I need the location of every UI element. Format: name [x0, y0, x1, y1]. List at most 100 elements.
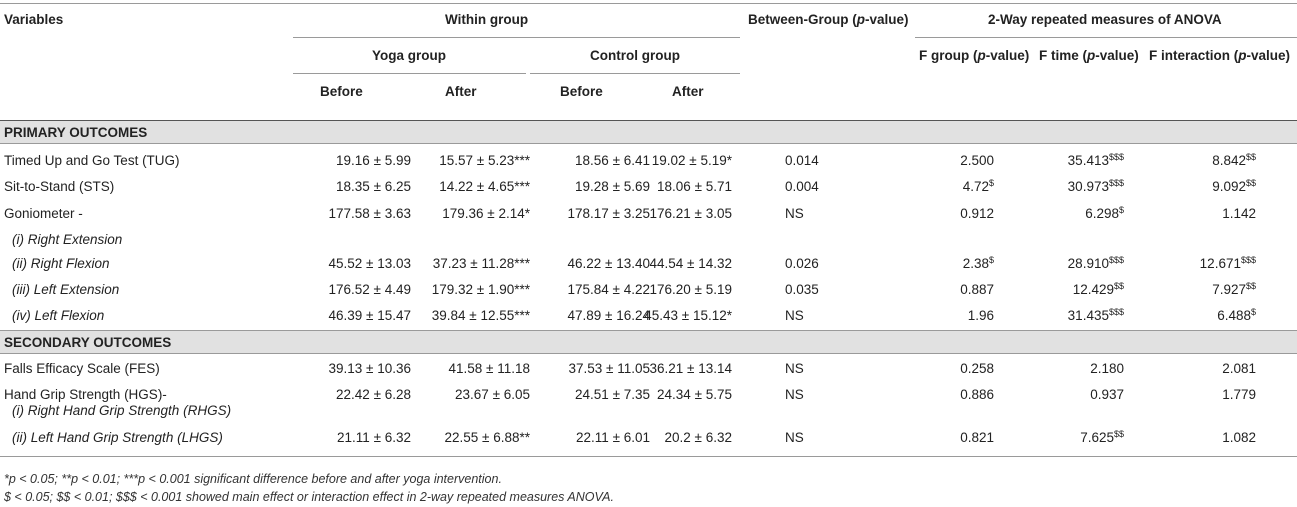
header-yoga-group: Yoga group: [372, 48, 446, 63]
cell-value: 179.32 ± 1.90***: [431, 282, 530, 297]
cell-value: 35.413: [1067, 153, 1109, 168]
cell-value: 178.17 ± 3.25: [567, 206, 650, 221]
cell-value: 37.23 ± 11.28***: [432, 256, 530, 271]
cell-cb: 46.22 ± 13.40: [530, 256, 650, 271]
cell-ya: 179.36 ± 2.14*: [410, 206, 530, 221]
cell-value: 1.779: [1222, 387, 1256, 402]
cell-value: 46.39 ± 15.47: [328, 308, 411, 323]
secondary-band-top-rule: [0, 330, 1297, 331]
cell-bg: NS: [785, 308, 845, 323]
cell-value: 14.22 ± 4.65***: [439, 179, 530, 194]
header-f-time: F time (p-value): [1039, 48, 1139, 63]
significance-marker: $$$: [1108, 152, 1124, 162]
cell-ca: 45.43 ± 15.12*: [620, 308, 732, 323]
cell-ca: 176.20 ± 5.19: [620, 282, 732, 297]
cell-value: 0.821: [960, 430, 994, 445]
row-label: (iv) Left Flexion: [12, 308, 105, 323]
significance-marker: $$: [1245, 178, 1256, 188]
cell-value: 30.973: [1067, 179, 1109, 194]
cell-value: 36.21 ± 13.14: [649, 361, 732, 376]
cell-value: 7.927: [1212, 282, 1246, 297]
cell-bg: 0.004: [785, 179, 845, 194]
table-bottom-rule: [0, 456, 1297, 457]
row-sublabel: (i) Right Hand Grip Strength (RHGS): [12, 403, 232, 418]
cell-value: 2.500: [960, 153, 994, 168]
cell-value: 37.53 ± 11.05: [568, 361, 650, 376]
cell-value: NS: [785, 430, 804, 445]
within-group-rule: [293, 37, 740, 38]
cell-ya: 37.23 ± 11.28***: [410, 256, 530, 271]
header-f-group: F group (p-value): [919, 48, 1030, 63]
significance-marker: $: [988, 178, 994, 188]
cell-bg: NS: [785, 206, 845, 221]
cell-value: 0.026: [785, 256, 819, 271]
cell-fi: 1.142: [1150, 206, 1256, 221]
cell-cb: 47.89 ± 16.24: [530, 308, 650, 323]
cell-value: 176.20 ± 5.19: [649, 282, 732, 297]
cell-fg: 0.886: [930, 387, 994, 402]
cell-yb: 177.58 ± 3.63: [293, 206, 411, 221]
cell-value: 41.58 ± 11.18: [448, 361, 530, 376]
cell-value: 179.36 ± 2.14*: [442, 206, 530, 221]
cell-cb: 24.51 ± 7.35: [530, 387, 650, 402]
cell-value: 176.52 ± 4.49: [328, 282, 411, 297]
cell-fg: 0.912: [930, 206, 994, 221]
cell-value: 4.72: [962, 179, 989, 194]
cell-cb: 178.17 ± 3.25: [530, 206, 650, 221]
header-between-group: Between-Group (p-value): [748, 12, 909, 27]
row-label: (ii) Left Hand Grip Strength (LHGS): [12, 430, 223, 445]
cell-yb: 22.42 ± 6.28: [293, 387, 411, 402]
cell-value: 47.89 ± 16.24: [567, 308, 650, 323]
cell-value: 175.84 ± 4.22: [567, 282, 650, 297]
cell-ft: 28.910$$$: [1030, 256, 1124, 272]
cell-ya: 14.22 ± 4.65***: [410, 179, 530, 194]
significance-marker: $$$: [1108, 178, 1124, 188]
cell-ft: 7.625$$: [1030, 429, 1124, 446]
cell-bg: NS: [785, 387, 845, 402]
cell-value: 20.2 ± 6.32: [664, 430, 732, 445]
secondary-band-rule: [0, 353, 1297, 354]
cell-ya: 179.32 ± 1.90***: [410, 282, 530, 297]
cell-yb: 19.16 ± 5.99: [293, 153, 411, 168]
significance-marker: $$: [1245, 152, 1256, 162]
header-control-after: After: [672, 84, 704, 99]
cell-fg: 0.821: [930, 430, 994, 445]
cell-ft: 12.429$$: [1030, 282, 1124, 298]
cell-cb: 19.28 ± 5.69: [530, 179, 650, 194]
cell-value: 22.55 ± 6.88**: [444, 430, 530, 445]
cell-value: 24.51 ± 7.35: [575, 387, 650, 402]
cell-bg: NS: [785, 361, 845, 376]
significance-marker: $: [988, 255, 994, 265]
cell-value: NS: [785, 308, 804, 323]
row-label: (i) Right Extension: [12, 232, 123, 247]
cell-fg: 1.96: [930, 308, 994, 323]
significance-marker: $: [1118, 205, 1124, 215]
cell-value: 39.13 ± 10.36: [328, 361, 411, 376]
cell-value: 18.06 ± 5.71: [657, 179, 732, 194]
row-label: Falls Efficacy Scale (FES): [4, 361, 160, 376]
cell-value: 46.22 ± 13.40: [567, 256, 650, 271]
cell-value: 45.52 ± 13.03: [328, 256, 411, 271]
anova-rule: [915, 37, 1297, 38]
cell-ca: 18.06 ± 5.71: [620, 179, 732, 194]
cell-value: 12.671: [1199, 256, 1241, 271]
cell-ca: 44.54 ± 14.32: [620, 256, 732, 271]
footnote-anova-effects: $ < 0.05; $$ < 0.01; $$$ < 0.001 showed …: [4, 490, 614, 504]
significance-marker: $$$: [1240, 255, 1256, 265]
cell-value: 39.84 ± 12.55***: [431, 308, 530, 323]
cell-value: 0.886: [960, 387, 994, 402]
row-label: (ii) Right Flexion: [12, 256, 110, 271]
row-label: Sit-to-Stand (STS): [4, 179, 115, 194]
cell-ya: 15.57 ± 5.23***: [410, 153, 530, 168]
cell-ft: 31.435$$$: [1030, 308, 1124, 324]
significance-marker: $$: [1113, 429, 1124, 439]
section-secondary-outcomes: SECONDARY OUTCOMES: [4, 335, 172, 350]
cell-fi: 8.842$$: [1150, 152, 1256, 169]
cell-fi: 12.671$$$: [1150, 255, 1256, 272]
cell-fi: 6.488$: [1150, 308, 1256, 324]
cell-value: 18.35 ± 6.25: [336, 179, 411, 194]
cell-fi: 7.927$$: [1150, 282, 1256, 298]
header-control-group: Control group: [590, 48, 680, 63]
row-label: Goniometer -: [4, 206, 83, 221]
cell-value: 0.912: [960, 206, 994, 221]
